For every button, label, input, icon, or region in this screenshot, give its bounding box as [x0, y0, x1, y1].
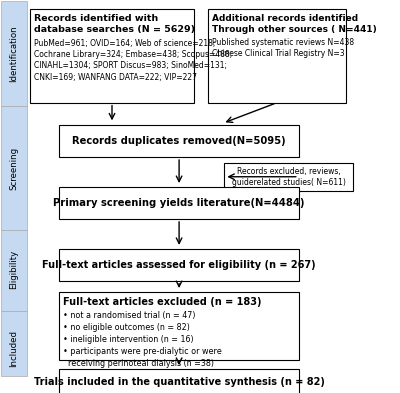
Bar [208, 9, 346, 103]
Text: • not a randomised trial (n = 47)
• no eligible outcomes (n = 82)
• ineligible i: • not a randomised trial (n = 47) • no e… [63, 311, 222, 369]
Bar [30, 9, 194, 103]
Bar [1, 230, 27, 311]
Text: Records excluded, reviews,
guiderelated studies( N=611): Records excluded, reviews, guiderelated … [232, 167, 346, 187]
Text: Published systematic reviews N=438
Chinese Clinical Trial Registry N=3: Published systematic reviews N=438 Chine… [212, 38, 354, 58]
Text: Screening: Screening [10, 147, 18, 190]
Text: Records identified with
database searches (N = 5629): Records identified with database searche… [34, 14, 195, 34]
Bar [224, 163, 353, 191]
Text: Full-text articles assessed for eligibility (n = 267): Full-text articles assessed for eligibil… [42, 260, 316, 270]
Bar [1, 311, 27, 376]
Text: Eligibility: Eligibility [10, 250, 18, 289]
Text: Primary screening yields literature(N=4484): Primary screening yields literature(N=44… [53, 198, 305, 208]
Text: PubMed=961; OVID=164; Web of science=218;
Cochrane Library=324; Embase=438; Scop: PubMed=961; OVID=164; Web of science=218… [34, 39, 232, 82]
Bar [60, 249, 299, 281]
Text: Identification: Identification [10, 26, 18, 82]
Bar [1, 107, 27, 230]
Bar [60, 292, 299, 360]
Bar [60, 187, 299, 219]
Bar [1, 2, 27, 107]
Text: Records duplicates removed(N=5095): Records duplicates removed(N=5095) [72, 136, 286, 146]
Text: Trials included in the quantitative synthesis (n = 82): Trials included in the quantitative synt… [34, 377, 324, 387]
Text: Additional records identified
Through other sources ( N=441): Additional records identified Through ot… [212, 14, 376, 34]
Bar [60, 125, 299, 157]
Bar [60, 369, 299, 393]
Text: Full-text articles excluded (n = 183): Full-text articles excluded (n = 183) [63, 297, 262, 307]
Text: Included: Included [10, 330, 18, 367]
